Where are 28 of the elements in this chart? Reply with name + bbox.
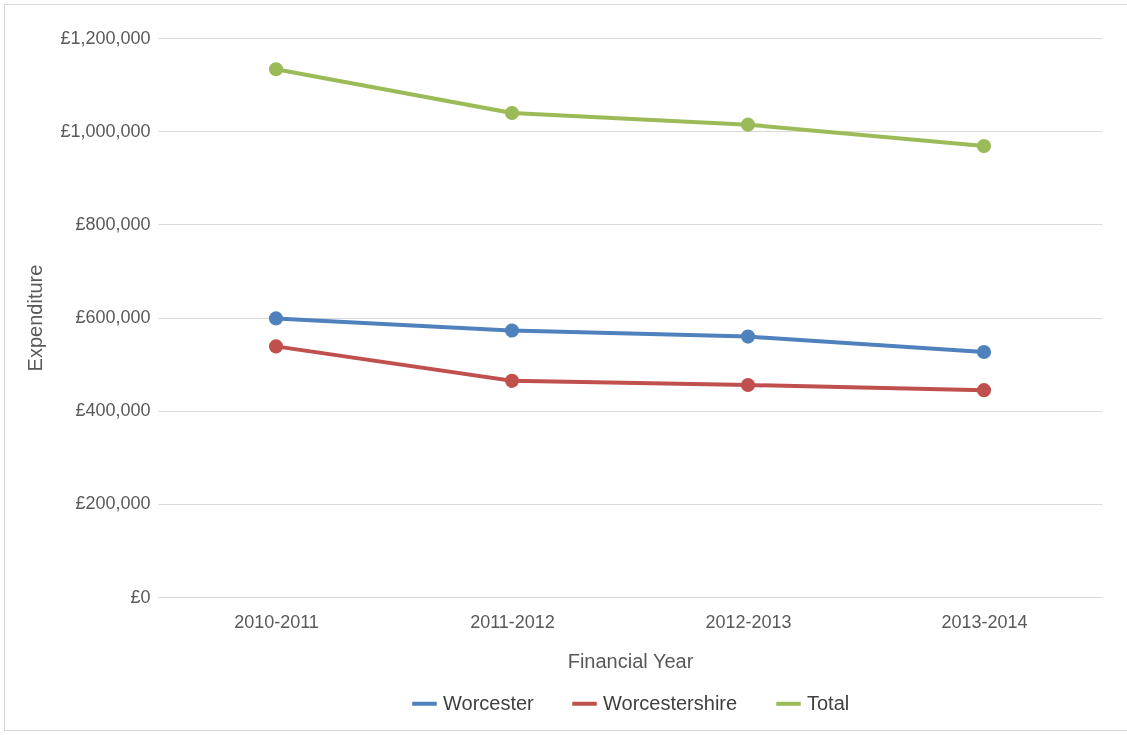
y-tick-label: £600,000 <box>75 307 151 327</box>
x-tick-label: 2010-2011 <box>234 611 319 632</box>
point <box>976 344 992 360</box>
point <box>740 117 756 132</box>
y-tick-label: £400,000 <box>75 400 151 421</box>
point <box>976 139 992 154</box>
legend-label: Worcester <box>443 691 535 714</box>
point <box>740 329 756 344</box>
y-tick-label: £200,000 <box>75 493 151 514</box>
point <box>504 373 520 388</box>
point <box>976 383 992 398</box>
x-tick-label: 2011-2012 <box>470 611 555 632</box>
point <box>740 377 756 393</box>
point <box>504 105 520 121</box>
x-tick-label: 2012-2013 <box>705 611 792 632</box>
point <box>504 323 520 338</box>
y-tick-label: £1,000,000 <box>60 120 151 141</box>
y-tick-label: £1,200,000 <box>60 27 151 48</box>
x-axis-title: Financial Year <box>567 649 694 672</box>
y-tick-label: £0 <box>130 586 151 607</box>
point <box>268 339 284 354</box>
x-tick-label: 2013-2014 <box>941 611 1028 632</box>
point <box>268 62 284 77</box>
y-axis-title: Expenditure <box>24 264 47 372</box>
point <box>268 311 284 326</box>
legend-label: Total <box>807 691 850 714</box>
legend-label: Worcestershire <box>603 691 738 714</box>
y-tick-label: £800,000 <box>75 213 151 234</box>
